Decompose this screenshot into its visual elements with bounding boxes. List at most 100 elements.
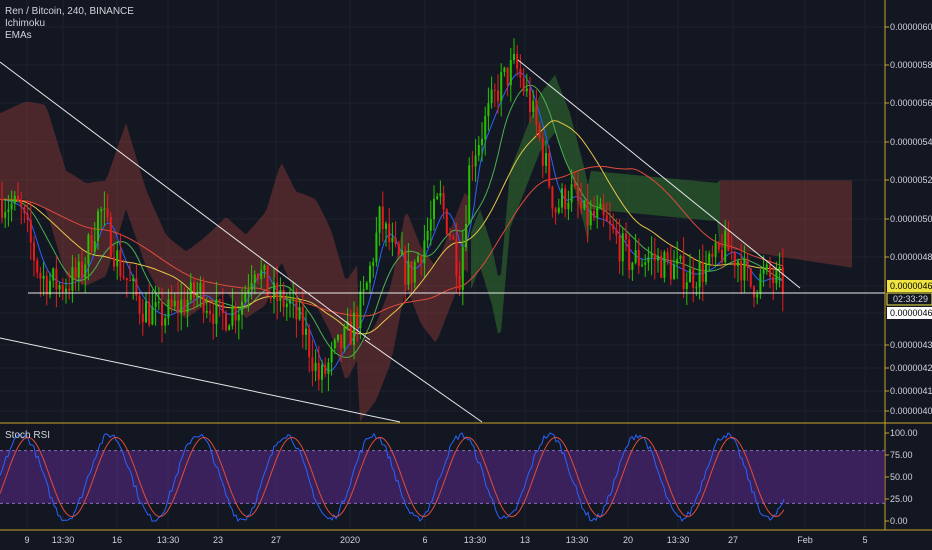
candle-body [493,89,496,91]
candle-body [775,269,778,284]
candle-body [650,253,653,258]
candle-body [593,210,595,218]
candle-body [132,278,135,282]
time-tick-label: 13:30 [464,535,487,545]
trendline-resistance [517,59,801,289]
symbol-title[interactable]: Ren / Bitcoin, 240, BINANCE [5,6,134,17]
candle-body [359,291,362,329]
candle-body [100,209,103,212]
candle-body [90,234,93,252]
candle-body [372,262,375,266]
trendline-descending-upper [0,61,371,341]
candle-body [692,268,695,288]
candle-body [778,266,781,270]
candle-body [199,283,202,293]
candle-body [740,261,743,281]
candle-body [410,261,413,283]
candle-body [490,89,493,104]
candle-body [196,292,199,298]
candle-body [599,203,602,208]
time-tick-label: 13:30 [52,535,75,545]
candle-body [634,250,637,263]
trendline-descending-lower [0,337,401,423]
candle-body [119,250,122,277]
candle-body [583,200,586,209]
candle-body [753,286,755,298]
candle-body [759,273,762,295]
candle-body [263,265,266,271]
price-tick-label: 0.00000423 [890,363,932,373]
candle-body [378,206,381,233]
candle-body [349,321,352,345]
candle-body [237,314,240,321]
candle-body [180,299,183,313]
candle-body [647,257,650,263]
time-tick-label: 27 [728,535,738,545]
candle-body [577,186,579,201]
candle-body [189,282,192,300]
candle-body [375,232,378,263]
candle-body [26,213,29,220]
candle-body [461,247,464,290]
candle-body [381,206,384,230]
candle-body [487,103,490,117]
candle-body [167,299,170,319]
candle-body [333,340,336,349]
candle-body [324,364,327,374]
candle-body [269,296,272,299]
candle-body [205,310,208,313]
candle-body [266,265,269,297]
candle-body [698,262,701,288]
candle-body [781,266,784,294]
candle-body [340,334,343,349]
rsi-tick-label: 25.00 [890,494,913,504]
candle-body [282,289,285,308]
candle-body [484,116,487,140]
candle-body [388,223,391,243]
candle-body [301,306,304,335]
candle-body [564,188,567,210]
candle-body [327,362,330,374]
candle-body [717,242,720,250]
candle-body [436,196,439,199]
candle-body [343,327,346,349]
candle-body [621,233,624,262]
candle-body [580,200,583,209]
rsi-panel-title[interactable]: Stoch RSI [5,430,51,441]
candle-body [695,287,698,289]
candle-body [455,238,458,277]
candle-body [157,301,160,303]
candle-body [637,250,640,266]
indicator-ichimoku[interactable]: Ichimoku [5,18,46,29]
candle-body [173,300,176,307]
candle-body [458,276,461,290]
stoch-rsi-d-line [0,436,785,518]
candle-body [250,282,253,290]
candle-body [509,59,512,86]
candle-body [615,229,618,236]
indicator-emas[interactable]: EMAs [5,30,32,41]
candle-body [417,256,419,262]
candle-body [10,203,13,210]
candle-body [77,261,80,278]
candle-body [516,54,519,69]
candle-body [106,208,109,217]
candle-body [365,282,368,290]
candle-body [749,268,752,287]
candle-body [295,297,298,320]
candle-body [321,364,323,380]
candle-body [573,184,576,187]
candle-body [247,289,250,294]
candle-body [666,252,669,260]
ichimoku-cloud-bull [471,74,720,334]
candle-body [609,220,611,225]
candle-body [589,210,592,226]
candle-body [141,313,144,323]
candle-body [561,188,563,208]
ema-line-red [0,165,784,317]
candle-body [676,258,679,265]
